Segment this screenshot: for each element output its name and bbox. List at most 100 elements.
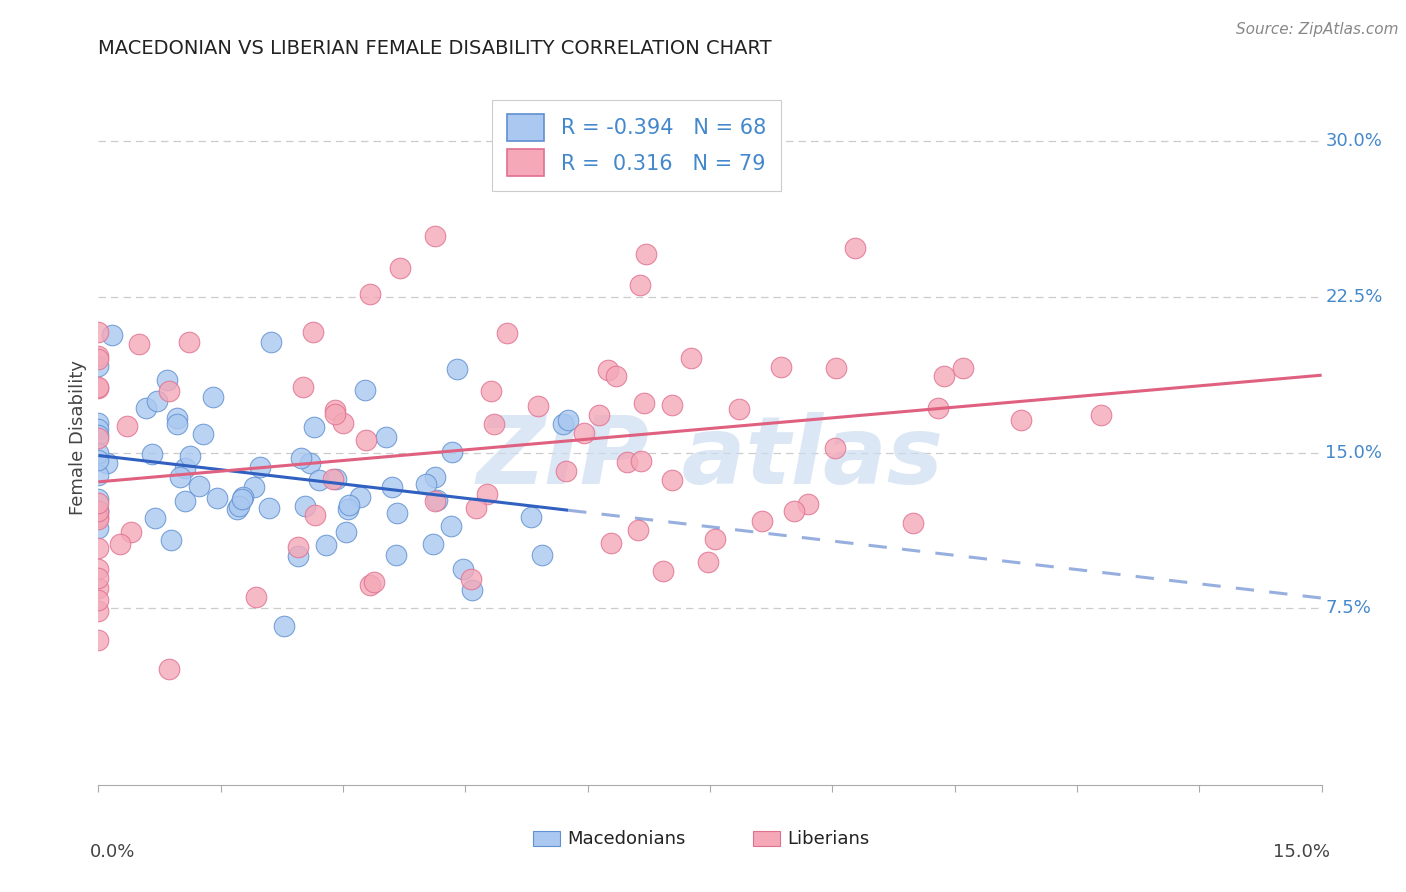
Point xyxy=(323,402,346,417)
Point xyxy=(385,549,408,563)
Text: 15.0%: 15.0% xyxy=(1272,843,1330,861)
Point xyxy=(381,480,404,494)
Point xyxy=(304,508,326,522)
Point xyxy=(260,334,283,349)
Point xyxy=(460,573,482,587)
Point xyxy=(110,537,132,551)
Point xyxy=(423,494,446,508)
Point xyxy=(87,428,110,442)
Point xyxy=(616,455,638,469)
Point xyxy=(797,497,820,511)
Point xyxy=(232,490,254,504)
Point xyxy=(228,499,250,513)
Point xyxy=(322,472,344,486)
Point xyxy=(1010,413,1032,427)
Point xyxy=(446,362,468,376)
Point xyxy=(633,395,655,409)
Point xyxy=(87,468,110,483)
Point xyxy=(627,524,650,538)
Point xyxy=(770,359,793,374)
Point xyxy=(166,417,188,432)
Point xyxy=(359,286,381,301)
Point xyxy=(422,537,444,551)
Point xyxy=(87,352,110,367)
Point xyxy=(87,380,110,394)
Point xyxy=(169,469,191,483)
Point xyxy=(179,449,201,463)
Point xyxy=(87,633,110,648)
Point xyxy=(628,277,651,292)
Point xyxy=(323,407,346,421)
Text: 30.0%: 30.0% xyxy=(1326,132,1382,150)
Point xyxy=(302,420,325,434)
Point xyxy=(257,500,280,515)
Point xyxy=(354,434,377,448)
Point xyxy=(87,512,110,526)
Point xyxy=(440,518,463,533)
Point xyxy=(187,478,209,492)
Point xyxy=(557,413,579,427)
Point xyxy=(425,470,447,484)
Point xyxy=(479,384,502,398)
Point xyxy=(325,472,347,486)
Point xyxy=(783,503,806,517)
Point xyxy=(287,540,309,554)
Point xyxy=(555,464,578,478)
Point xyxy=(231,492,253,507)
Text: 15.0%: 15.0% xyxy=(1326,443,1382,462)
Point xyxy=(1090,409,1112,423)
Point xyxy=(360,578,382,592)
Point xyxy=(572,425,595,440)
Point xyxy=(273,618,295,632)
Point xyxy=(423,229,446,244)
FancyBboxPatch shape xyxy=(533,830,560,847)
Point xyxy=(135,401,157,416)
Point xyxy=(844,241,866,255)
Point xyxy=(415,477,437,491)
Point xyxy=(287,549,309,564)
Point xyxy=(193,426,215,441)
Point xyxy=(226,502,249,516)
Point xyxy=(87,521,110,535)
Point xyxy=(156,373,179,387)
Point xyxy=(336,501,359,516)
Point xyxy=(374,430,396,444)
Text: MACEDONIAN VS LIBERIAN FEMALE DISABILITY CORRELATION CHART: MACEDONIAN VS LIBERIAN FEMALE DISABILITY… xyxy=(98,39,772,58)
Point xyxy=(727,401,749,416)
Point xyxy=(87,507,110,521)
Point xyxy=(87,496,110,510)
Point xyxy=(120,525,142,540)
Point xyxy=(824,361,846,376)
Point xyxy=(600,536,623,550)
Point xyxy=(298,456,321,470)
Point xyxy=(115,419,138,434)
Point xyxy=(87,416,110,430)
Point xyxy=(96,456,118,470)
Point xyxy=(927,401,949,415)
Point xyxy=(157,662,180,676)
Point xyxy=(385,506,408,520)
Point xyxy=(495,326,517,341)
Point xyxy=(349,490,371,504)
Point xyxy=(160,533,183,548)
Point xyxy=(143,510,166,524)
Point xyxy=(87,502,110,516)
Point xyxy=(249,460,271,475)
Point xyxy=(901,516,924,530)
Point xyxy=(636,247,658,261)
Point xyxy=(301,325,323,339)
Legend: R = -0.394   N = 68, R =  0.316   N = 79: R = -0.394 N = 68, R = 0.316 N = 79 xyxy=(492,100,780,191)
Point xyxy=(87,592,110,607)
Point xyxy=(292,380,315,394)
Point xyxy=(245,591,267,605)
Point xyxy=(696,555,718,569)
Point xyxy=(354,384,377,398)
Point xyxy=(128,337,150,351)
Point xyxy=(243,480,266,494)
Point xyxy=(482,417,505,432)
Point xyxy=(87,421,110,435)
Point xyxy=(87,452,110,467)
Text: 7.5%: 7.5% xyxy=(1326,599,1371,617)
Point xyxy=(157,384,180,399)
Point xyxy=(201,390,224,404)
